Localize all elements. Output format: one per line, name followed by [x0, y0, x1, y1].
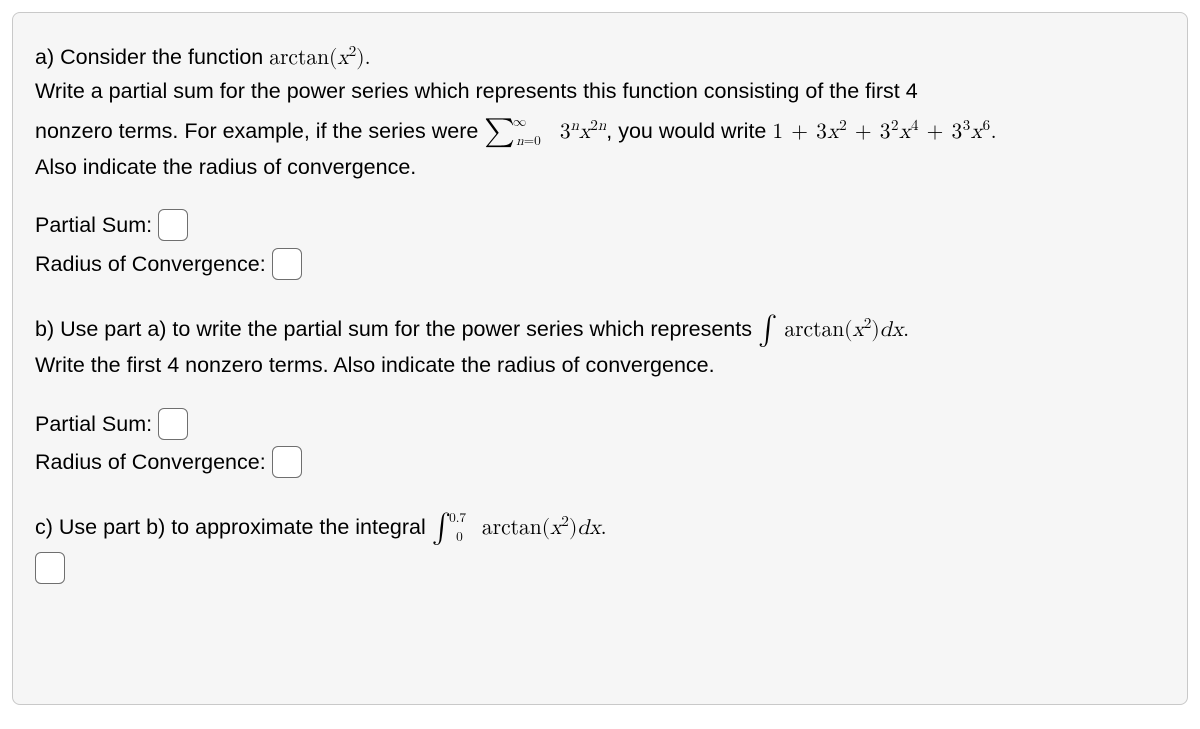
- part-a-intro-prefix: a) Consider the function: [35, 45, 269, 69]
- part-c-int-lower: 0: [456, 530, 463, 544]
- part-c-line1-prefix: c) Use part b) to approximate the integr…: [35, 515, 432, 539]
- part-b-line2: Write the first 4 nonzero terms. Also in…: [35, 353, 715, 377]
- part-a-func: arctan(x2).: [269, 48, 370, 69]
- partial-sum-label-b: Partial Sum:: [35, 408, 152, 440]
- part-a-line3-mid: , you would write: [606, 119, 772, 143]
- partial-sum-label: Partial Sum:: [35, 209, 152, 241]
- part-a-radius-input[interactable]: [272, 248, 302, 280]
- part-b: b) Use part a) to write the partial sum …: [35, 306, 1165, 382]
- part-a-radius-row: Radius of Convergence:: [35, 248, 1165, 280]
- part-c-int-upper: 0.7: [449, 511, 466, 525]
- radius-label: Radius of Convergence:: [35, 248, 266, 280]
- part-a-text: a) Consider the function arctan(x2). Wri…: [35, 41, 1165, 183]
- part-c-input[interactable]: [35, 552, 65, 584]
- part-b-answers: Partial Sum: Radius of Convergence:: [35, 408, 1165, 479]
- part-a-partial-sum-input[interactable]: [158, 209, 188, 241]
- part-b-radius-input[interactable]: [272, 446, 302, 478]
- part-c-text: c) Use part b) to approximate the integr…: [35, 504, 1165, 548]
- part-a-line4: Also indicate the radius of convergence.: [35, 155, 416, 179]
- part-c: c) Use part b) to approximate the integr…: [35, 504, 1165, 584]
- question-card: a) Consider the function arctan(x2). Wri…: [12, 12, 1188, 705]
- part-a-line3-prefix: nonzero terms. For example, if the serie…: [35, 119, 484, 143]
- part-c-integral: ∫0.70 arctan(x2)dx.: [432, 518, 607, 539]
- part-b-radius-row: Radius of Convergence:: [35, 446, 1165, 478]
- part-b-partial-sum-row: Partial Sum:: [35, 408, 1165, 440]
- part-a-answers: Partial Sum: Radius of Convergence:: [35, 209, 1165, 280]
- part-b-text: b) Use part a) to write the partial sum …: [35, 306, 1165, 382]
- part-b-line1-prefix: b) Use part a) to write the partial sum …: [35, 317, 758, 341]
- part-a-series: ∑∞n=0 3nx2n: [484, 122, 606, 143]
- part-a-partial-sum-row: Partial Sum:: [35, 209, 1165, 241]
- radius-label-b: Radius of Convergence:: [35, 446, 266, 478]
- part-a: a) Consider the function arctan(x2). Wri…: [35, 41, 1165, 183]
- part-b-partial-sum-input[interactable]: [158, 408, 188, 440]
- part-a-line2: Write a partial sum for the power series…: [35, 79, 918, 103]
- part-b-integral: ∫ arctan(x2)dx.: [758, 320, 909, 341]
- part-a-example: 1 + 3x2 + 32x4 + 33x6.: [772, 122, 997, 143]
